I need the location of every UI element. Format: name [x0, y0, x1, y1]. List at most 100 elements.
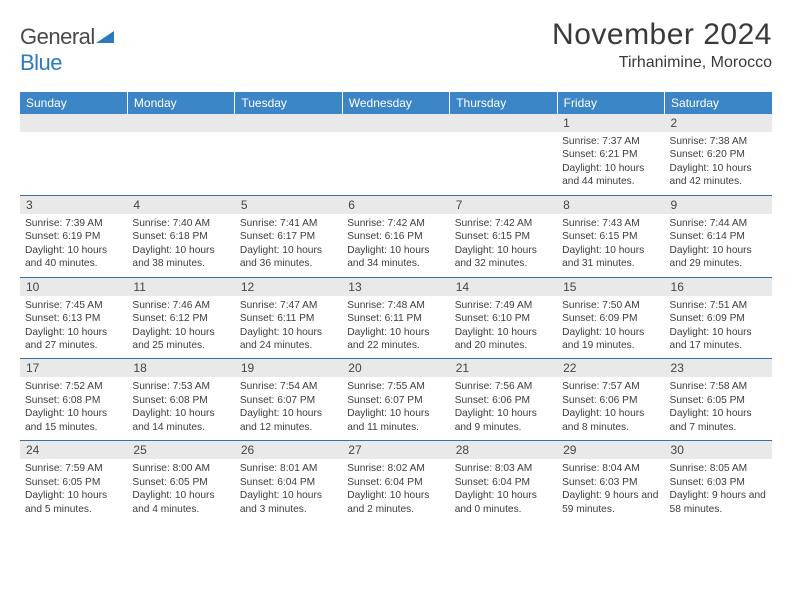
calendar-cell: 30Sunrise: 8:05 AMSunset: 6:03 PMDayligh… [665, 441, 772, 522]
daylight-line: Daylight: 10 hours and 3 minutes. [240, 489, 337, 516]
day-number: 18 [127, 359, 234, 377]
sunrise-line: Sunrise: 7:52 AM [25, 380, 122, 393]
sunrise-line: Sunrise: 7:37 AM [562, 135, 659, 148]
day-number: 22 [557, 359, 664, 377]
day-number: 12 [235, 278, 342, 296]
day-details: Sunrise: 8:05 AMSunset: 6:03 PMDaylight:… [665, 459, 772, 522]
sunset-line: Sunset: 6:14 PM [670, 230, 767, 243]
calendar-cell: 16Sunrise: 7:51 AMSunset: 6:09 PMDayligh… [665, 277, 772, 359]
sunrise-line: Sunrise: 7:42 AM [455, 217, 552, 230]
calendar-cell: 3Sunrise: 7:39 AMSunset: 6:19 PMDaylight… [20, 195, 127, 277]
sunset-line: Sunset: 6:06 PM [455, 394, 552, 407]
calendar-cell: 9Sunrise: 7:44 AMSunset: 6:14 PMDaylight… [665, 195, 772, 277]
daylight-line: Daylight: 10 hours and 11 minutes. [347, 407, 444, 434]
day-number: 16 [665, 278, 772, 296]
day-number: 19 [235, 359, 342, 377]
sunset-line: Sunset: 6:05 PM [132, 476, 229, 489]
day-number [127, 114, 234, 132]
calendar-cell: 10Sunrise: 7:45 AMSunset: 6:13 PMDayligh… [20, 277, 127, 359]
calendar-cell [127, 114, 234, 195]
daylight-line: Daylight: 10 hours and 25 minutes. [132, 326, 229, 353]
day-details: Sunrise: 7:53 AMSunset: 6:08 PMDaylight:… [127, 377, 234, 440]
day-number: 21 [450, 359, 557, 377]
daylight-line: Daylight: 10 hours and 19 minutes. [562, 326, 659, 353]
daylight-line: Daylight: 10 hours and 32 minutes. [455, 244, 552, 271]
sunset-line: Sunset: 6:11 PM [347, 312, 444, 325]
daylight-line: Daylight: 10 hours and 4 minutes. [132, 489, 229, 516]
day-number: 25 [127, 441, 234, 459]
weekday-header-row: SundayMondayTuesdayWednesdayThursdayFrid… [20, 92, 772, 114]
calendar-week-row: 10Sunrise: 7:45 AMSunset: 6:13 PMDayligh… [20, 277, 772, 359]
day-details: Sunrise: 7:58 AMSunset: 6:05 PMDaylight:… [665, 377, 772, 440]
calendar-cell: 26Sunrise: 8:01 AMSunset: 6:04 PMDayligh… [235, 441, 342, 522]
logo: General Blue [20, 24, 115, 76]
day-details: Sunrise: 7:55 AMSunset: 6:07 PMDaylight:… [342, 377, 449, 440]
daylight-line: Daylight: 10 hours and 31 minutes. [562, 244, 659, 271]
day-details: Sunrise: 7:42 AMSunset: 6:16 PMDaylight:… [342, 214, 449, 277]
day-number: 6 [342, 196, 449, 214]
day-details: Sunrise: 7:43 AMSunset: 6:15 PMDaylight:… [557, 214, 664, 277]
day-details: Sunrise: 7:41 AMSunset: 6:17 PMDaylight:… [235, 214, 342, 277]
daylight-line: Daylight: 10 hours and 7 minutes. [670, 407, 767, 434]
calendar-cell: 19Sunrise: 7:54 AMSunset: 6:07 PMDayligh… [235, 359, 342, 441]
day-number: 5 [235, 196, 342, 214]
calendar-cell: 24Sunrise: 7:59 AMSunset: 6:05 PMDayligh… [20, 441, 127, 522]
day-number [450, 114, 557, 132]
sunrise-line: Sunrise: 8:02 AM [347, 462, 444, 475]
calendar-cell: 4Sunrise: 7:40 AMSunset: 6:18 PMDaylight… [127, 195, 234, 277]
sunset-line: Sunset: 6:16 PM [347, 230, 444, 243]
day-details: Sunrise: 7:50 AMSunset: 6:09 PMDaylight:… [557, 296, 664, 359]
day-details: Sunrise: 7:51 AMSunset: 6:09 PMDaylight:… [665, 296, 772, 359]
calendar-cell: 8Sunrise: 7:43 AMSunset: 6:15 PMDaylight… [557, 195, 664, 277]
sunrise-line: Sunrise: 7:56 AM [455, 380, 552, 393]
calendar-body: 1Sunrise: 7:37 AMSunset: 6:21 PMDaylight… [20, 114, 772, 522]
calendar-cell: 13Sunrise: 7:48 AMSunset: 6:11 PMDayligh… [342, 277, 449, 359]
day-number: 20 [342, 359, 449, 377]
day-number: 13 [342, 278, 449, 296]
calendar-cell: 25Sunrise: 8:00 AMSunset: 6:05 PMDayligh… [127, 441, 234, 522]
title-block: November 2024 Tirhanimine, Morocco [552, 18, 772, 72]
weekday-header: Thursday [450, 92, 557, 114]
sunrise-line: Sunrise: 7:39 AM [25, 217, 122, 230]
sunset-line: Sunset: 6:04 PM [240, 476, 337, 489]
calendar-cell: 28Sunrise: 8:03 AMSunset: 6:04 PMDayligh… [450, 441, 557, 522]
daylight-line: Daylight: 10 hours and 12 minutes. [240, 407, 337, 434]
sunset-line: Sunset: 6:15 PM [455, 230, 552, 243]
day-number [342, 114, 449, 132]
sunset-line: Sunset: 6:09 PM [670, 312, 767, 325]
weekday-header: Tuesday [235, 92, 342, 114]
day-details: Sunrise: 8:01 AMSunset: 6:04 PMDaylight:… [235, 459, 342, 522]
calendar-table: SundayMondayTuesdayWednesdayThursdayFrid… [20, 92, 772, 522]
sunset-line: Sunset: 6:20 PM [670, 148, 767, 161]
day-details: Sunrise: 7:37 AMSunset: 6:21 PMDaylight:… [557, 132, 664, 195]
sunrise-line: Sunrise: 7:47 AM [240, 299, 337, 312]
sunrise-line: Sunrise: 7:50 AM [562, 299, 659, 312]
daylight-line: Daylight: 10 hours and 44 minutes. [562, 162, 659, 189]
sunrise-line: Sunrise: 7:41 AM [240, 217, 337, 230]
day-number: 3 [20, 196, 127, 214]
day-details: Sunrise: 7:39 AMSunset: 6:19 PMDaylight:… [20, 214, 127, 277]
calendar-cell: 17Sunrise: 7:52 AMSunset: 6:08 PMDayligh… [20, 359, 127, 441]
calendar-cell: 7Sunrise: 7:42 AMSunset: 6:15 PMDaylight… [450, 195, 557, 277]
sunset-line: Sunset: 6:18 PM [132, 230, 229, 243]
sunrise-line: Sunrise: 7:48 AM [347, 299, 444, 312]
daylight-line: Daylight: 10 hours and 8 minutes. [562, 407, 659, 434]
day-number: 8 [557, 196, 664, 214]
day-details: Sunrise: 7:44 AMSunset: 6:14 PMDaylight:… [665, 214, 772, 277]
sunrise-line: Sunrise: 7:44 AM [670, 217, 767, 230]
sunrise-line: Sunrise: 7:57 AM [562, 380, 659, 393]
calendar-cell: 23Sunrise: 7:58 AMSunset: 6:05 PMDayligh… [665, 359, 772, 441]
calendar-cell [235, 114, 342, 195]
daylight-line: Daylight: 9 hours and 59 minutes. [562, 489, 659, 516]
daylight-line: Daylight: 10 hours and 34 minutes. [347, 244, 444, 271]
sunset-line: Sunset: 6:21 PM [562, 148, 659, 161]
calendar-cell [20, 114, 127, 195]
day-details: Sunrise: 7:49 AMSunset: 6:10 PMDaylight:… [450, 296, 557, 359]
logo-triangle-icon [95, 24, 115, 50]
daylight-line: Daylight: 10 hours and 9 minutes. [455, 407, 552, 434]
calendar-cell: 2Sunrise: 7:38 AMSunset: 6:20 PMDaylight… [665, 114, 772, 195]
sunset-line: Sunset: 6:04 PM [347, 476, 444, 489]
sunrise-line: Sunrise: 7:46 AM [132, 299, 229, 312]
daylight-line: Daylight: 10 hours and 38 minutes. [132, 244, 229, 271]
day-number: 27 [342, 441, 449, 459]
